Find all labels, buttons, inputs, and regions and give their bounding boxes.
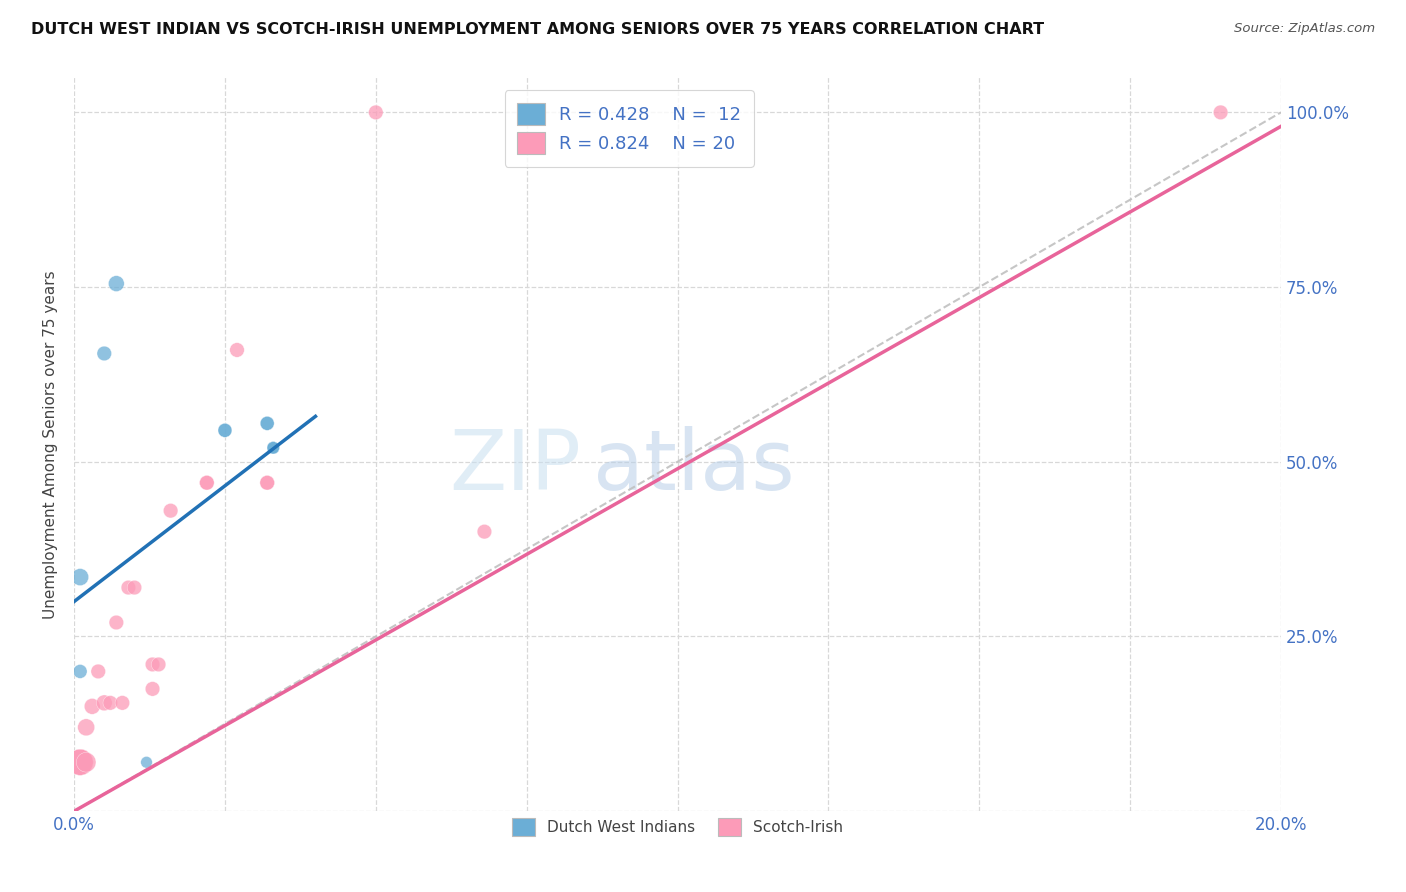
Point	[1209, 105, 1232, 120]
Point	[262, 441, 284, 455]
Point	[195, 475, 218, 490]
Point	[93, 696, 115, 710]
Point	[87, 665, 110, 679]
Point	[69, 570, 91, 584]
Text: atlas: atlas	[593, 425, 794, 507]
Point	[69, 756, 91, 770]
Point	[256, 475, 278, 490]
Point	[148, 657, 170, 672]
Point	[111, 696, 134, 710]
Point	[93, 346, 115, 360]
Point	[98, 696, 121, 710]
Point	[69, 756, 91, 770]
Point	[69, 756, 91, 770]
Point	[226, 343, 249, 357]
Point	[69, 756, 91, 770]
Y-axis label: Unemployment Among Seniors over 75 years: Unemployment Among Seniors over 75 years	[44, 270, 58, 619]
Legend: Dutch West Indians, Scotch-Irish: Dutch West Indians, Scotch-Irish	[505, 810, 851, 844]
Point	[214, 423, 236, 437]
Point	[69, 756, 91, 770]
Point	[141, 681, 163, 696]
Point	[75, 756, 97, 770]
Point	[69, 665, 91, 679]
Point	[117, 581, 139, 595]
Point	[195, 475, 218, 490]
Point	[69, 756, 91, 770]
Point	[69, 756, 91, 770]
Point	[474, 524, 496, 539]
Point	[214, 423, 236, 437]
Point	[75, 720, 97, 734]
Text: Source: ZipAtlas.com: Source: ZipAtlas.com	[1234, 22, 1375, 36]
Point	[69, 756, 91, 770]
Point	[141, 657, 163, 672]
Point	[105, 277, 128, 291]
Point	[364, 105, 387, 120]
Point	[159, 504, 181, 518]
Point	[82, 699, 104, 714]
Point	[262, 441, 284, 455]
Point	[262, 441, 284, 455]
Text: DUTCH WEST INDIAN VS SCOTCH-IRISH UNEMPLOYMENT AMONG SENIORS OVER 75 YEARS CORRE: DUTCH WEST INDIAN VS SCOTCH-IRISH UNEMPL…	[31, 22, 1045, 37]
Point	[69, 756, 91, 770]
Text: ZIP: ZIP	[449, 425, 581, 507]
Point	[135, 756, 157, 770]
Point	[69, 756, 91, 770]
Point	[256, 417, 278, 431]
Point	[256, 417, 278, 431]
Point	[124, 581, 146, 595]
Point	[256, 475, 278, 490]
Point	[105, 615, 128, 630]
